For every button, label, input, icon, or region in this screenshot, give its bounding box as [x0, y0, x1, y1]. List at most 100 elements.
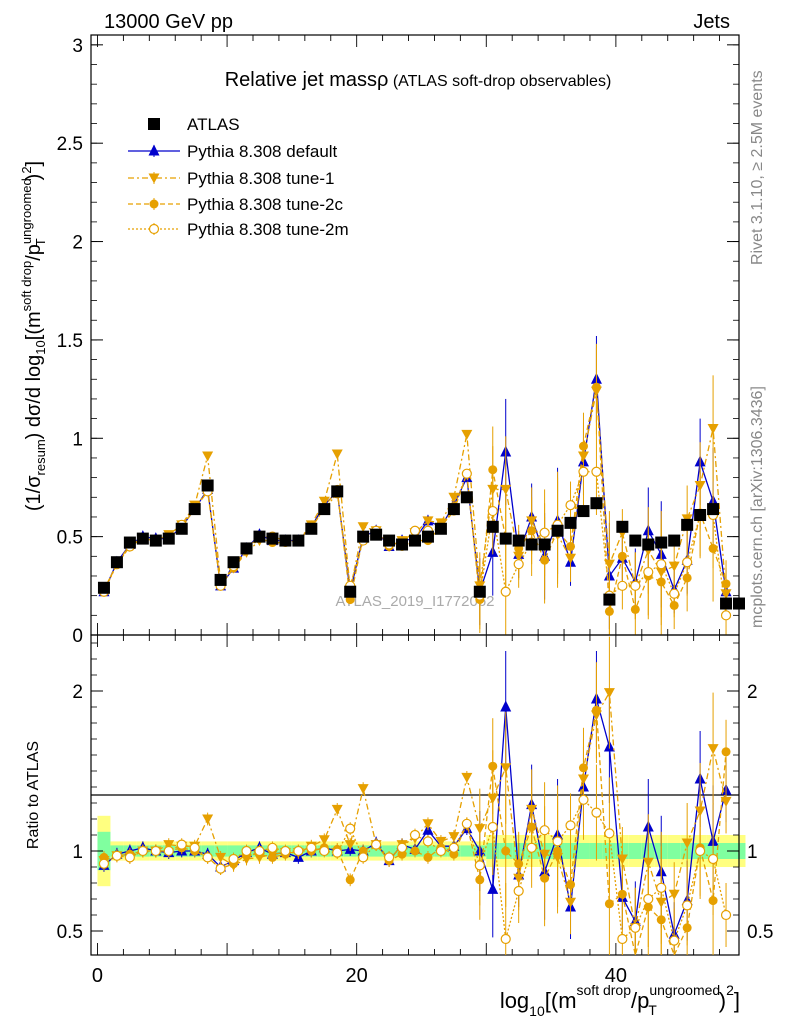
data-point-tune2m: [500, 933, 511, 945]
data-point-atlas: [616, 520, 629, 533]
data-point-tune2m: [148, 223, 160, 235]
data-point-atlas: [642, 538, 655, 551]
data-point-tune2m: [526, 842, 537, 853]
data-point-atlas: [357, 530, 370, 543]
data-point-tune2m: [461, 818, 472, 829]
legend-label: Pythia 8.308 tune-2m: [187, 220, 349, 239]
ylabel-part: soft drop: [19, 261, 34, 312]
data-point-tune1: [318, 496, 330, 507]
header-jets: Jets: [693, 11, 730, 33]
ylabel-part: (1/σ: [23, 475, 45, 511]
data-point-default: [500, 700, 512, 712]
ratio-series-group: [98, 636, 732, 957]
data-point-tune2m: [720, 909, 732, 921]
data-point-tune2m: [383, 852, 395, 863]
ratio-y-tick-label: 1: [72, 842, 83, 863]
data-point-atlas: [473, 585, 486, 598]
data-point-tune1: [357, 522, 369, 533]
data-point-atlas: [162, 532, 175, 545]
data-point-tune2m: [189, 842, 200, 853]
data-point-atlas: [629, 534, 642, 547]
data-point-tune2m: [371, 839, 382, 850]
data-point-tune1: [202, 451, 214, 462]
data-point-tune2m: [707, 853, 719, 865]
data-point-tune2c: [617, 889, 627, 899]
data-point-tune2m: [422, 836, 434, 847]
legend-label: Pythia 8.308 tune-2c: [187, 195, 343, 214]
data-point-tune1: [500, 763, 512, 774]
data-point-tune2c: [488, 761, 498, 771]
data-point-tune1: [344, 840, 356, 851]
data-point-tune2m: [539, 527, 550, 538]
data-point-tune2m: [228, 853, 239, 865]
data-point-tune2m: [111, 850, 123, 861]
data-point-tune2m: [513, 559, 524, 570]
data-point-tune2m: [409, 525, 421, 536]
data-point-atlas: [318, 503, 331, 516]
data-point-tune2m: [137, 845, 148, 857]
data-point-tune1: [422, 516, 434, 527]
data-point-atlas: [460, 491, 473, 504]
data-point-tune2m: [176, 839, 187, 850]
data-point-tune2m: [487, 821, 498, 833]
main-plot-panel: 0 0.5 1 1.5 2 2.5 3 ATLAS_2019_I1772062 Relati…: [19, 34, 745, 647]
xlabel-part: [(m: [545, 988, 577, 1013]
data-point-atlas: [279, 534, 292, 547]
data-point-tune2m: [656, 559, 667, 570]
ratio-y-tick-label: 2: [72, 682, 83, 703]
data-point-atlas: [681, 518, 694, 531]
data-point-tune2c: [604, 899, 614, 909]
data-point-atlas: [707, 503, 720, 516]
main-series-group: [97, 335, 745, 635]
data-point-tune1: [357, 784, 369, 795]
data-point-atlas: [148, 118, 160, 130]
ratio-y-ticks: 0.5 0.5 1 1 2 2: [57, 642, 773, 943]
data-point-tune1: [318, 835, 330, 846]
data-point-tune2m: [539, 825, 550, 836]
xlabel-part: T: [648, 1002, 657, 1018]
data-point-atlas: [136, 532, 149, 545]
data-point-atlas: [123, 536, 136, 549]
data-point-tune2m: [163, 845, 174, 857]
data-point-atlas: [149, 534, 162, 547]
data-point-atlas: [603, 593, 616, 606]
data-point-default: [487, 882, 499, 894]
data-point-tune1: [720, 796, 732, 807]
data-point-tune2m: [565, 820, 576, 831]
data-point-atlas: [733, 597, 745, 610]
ratio-band-inner: [628, 843, 642, 859]
data-point-tune2m: [267, 842, 278, 853]
data-point-tune2m: [98, 858, 110, 869]
data-point-tune2m: [695, 845, 706, 857]
y-tick-label: 3: [72, 36, 83, 57]
data-point-atlas: [409, 534, 421, 547]
data-point-tune2m: [215, 863, 226, 874]
data-point-tune2m: [578, 466, 589, 477]
mcplots-label: mcplots.cern.ch [arXiv:1306.3436]: [749, 386, 766, 628]
ylabel-part: 2: [19, 166, 34, 173]
data-point-atlas: [292, 534, 305, 547]
legend-label: Pythia 8.308 tune-1: [187, 169, 334, 188]
header-energy: 13000 GeV pp: [104, 11, 233, 33]
legend-label: ATLAS: [187, 115, 240, 134]
y-tick-label: 2.5: [57, 134, 83, 155]
data-point-atlas: [383, 534, 396, 547]
data-point-tune2m: [604, 828, 615, 839]
data-point-tune2m: [630, 580, 641, 591]
data-point-tune2m: [669, 935, 680, 946]
data-point-tune2m: [617, 933, 628, 945]
data-point-tune2m: [435, 845, 447, 857]
data-point-tune1: [331, 449, 343, 460]
ratio-series-1: [98, 636, 732, 955]
ratio-plot-panel: 0.5 0.5 1 1 2 2 0 20 40 Ratio to ATLAS log10[(m…: [25, 634, 773, 1019]
data-point-tune2m: [643, 893, 654, 905]
data-point-atlas: [370, 528, 383, 541]
data-point-tune1: [603, 688, 615, 699]
data-point-tune2m: [552, 836, 563, 847]
ratio-y-tick-label: 0.5: [57, 922, 83, 943]
data-point-atlas: [551, 524, 564, 537]
data-point-tune2m: [280, 845, 291, 857]
data-point-tune2m: [656, 882, 667, 893]
ratio-band-inner: [227, 845, 241, 857]
